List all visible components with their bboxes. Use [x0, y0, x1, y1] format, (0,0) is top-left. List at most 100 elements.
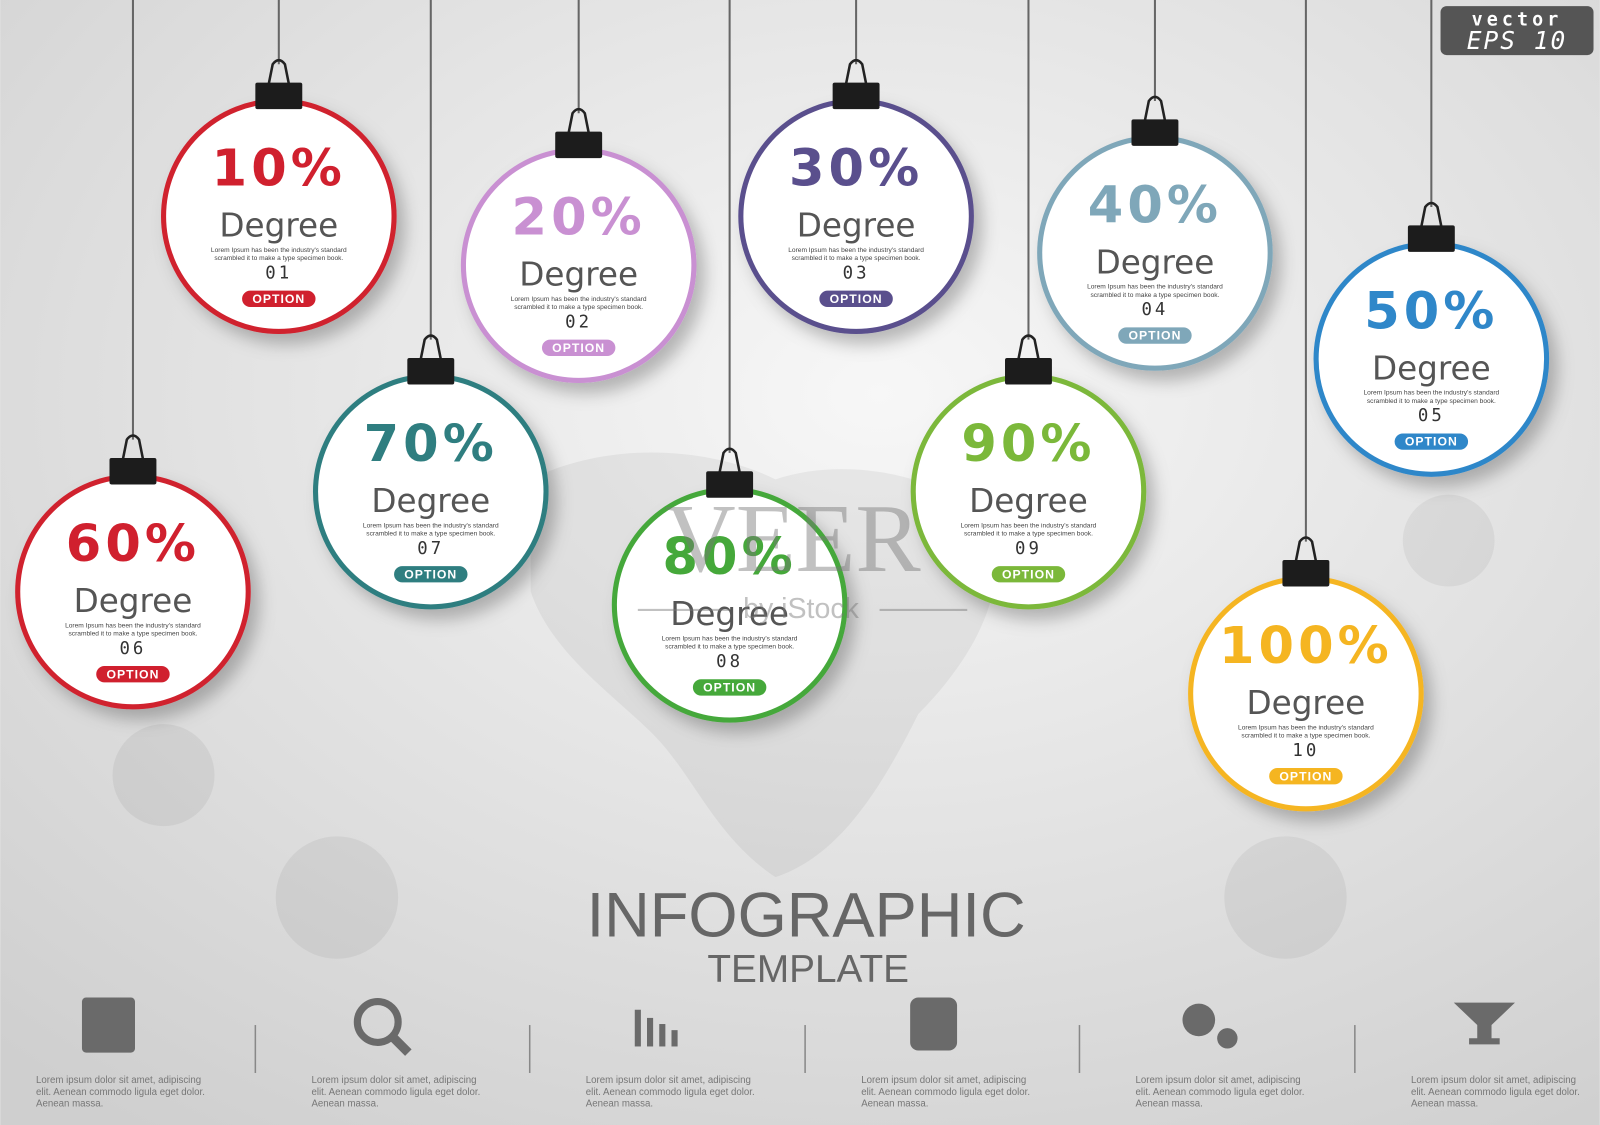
option-label: OPTION	[106, 667, 159, 681]
hanging-card: 60% Degree Lorem Ipsum has been the indust…	[15, 0, 251, 710]
clip-wire	[1294, 536, 1318, 563]
icon-settings	[910, 997, 958, 1051]
footer-text: Lorem ipsum dolor sit amet, adipiscing	[1136, 1075, 1301, 1086]
percent: 70%	[364, 415, 498, 474]
footer-text: elit. Aenean commodo ligula eget dolor.	[586, 1087, 755, 1098]
number: 07	[417, 539, 444, 559]
description: Lorem Ipsum has been the industry's stan…	[1363, 390, 1499, 397]
icon-trophy	[1453, 1002, 1515, 1045]
label: Degree	[74, 582, 193, 620]
footer-text: Lorem ipsum dolor sit amet, adipiscing	[311, 1075, 476, 1086]
watermark-by: by iStock	[743, 593, 860, 625]
title: INFOGRAPHIC	[587, 880, 1026, 950]
binder-clip	[255, 82, 303, 110]
description: scrambled it to make a type specimen boo…	[214, 255, 343, 262]
footer-text: elit. Aenean commodo ligula eget dolor.	[36, 1087, 205, 1098]
option-pill	[394, 566, 468, 583]
decor-circle	[1402, 494, 1495, 587]
percent: 10%	[212, 140, 346, 199]
label: Degree	[969, 482, 1088, 520]
option-pill	[1394, 433, 1469, 450]
label: Degree	[1372, 349, 1491, 387]
icon-search-handle	[388, 1033, 412, 1056]
icon-gear	[1182, 1003, 1216, 1037]
icon-user	[81, 997, 135, 1053]
watermark: VEER by iStock	[637, 485, 968, 625]
option-pill	[96, 666, 170, 683]
icon-bars	[647, 1017, 654, 1047]
version-badge: vector EPS 10	[1440, 6, 1594, 56]
option-label: OPTION	[1405, 435, 1458, 449]
option-pill	[692, 679, 767, 696]
footer-text: Aenean massa.	[1136, 1099, 1203, 1110]
clip-wire	[419, 334, 443, 361]
decor-circle	[1224, 836, 1347, 959]
binder-clip	[555, 131, 603, 159]
option-label: OPTION	[552, 341, 605, 355]
footer-text: Lorem ipsum dolor sit amet, adipiscing	[586, 1075, 751, 1086]
footer-icons	[81, 997, 1515, 1056]
footer-text: Lorem ipsum dolor sit amet, adipiscing	[1411, 1075, 1576, 1086]
description: Lorem Ipsum has been the industry's stan…	[1238, 724, 1374, 731]
description: scrambled it to make a type specimen boo…	[514, 304, 643, 311]
badge-bg	[1440, 6, 1594, 56]
binder-clip	[1282, 559, 1330, 587]
option-label: OPTION	[1128, 329, 1181, 343]
binder-clip	[109, 457, 157, 485]
binder-clip	[706, 471, 754, 498]
footer-text: Lorem ipsum dolor sit amet, adipiscing	[36, 1075, 201, 1086]
percent: 20%	[512, 189, 646, 248]
icon-bars	[659, 1024, 666, 1047]
clip-wire	[567, 107, 591, 134]
description: scrambled it to make a type specimen boo…	[366, 530, 495, 537]
footer-text: elit. Aenean commodo ligula eget dolor.	[1411, 1087, 1580, 1098]
footer-text: elit. Aenean commodo ligula eget dolor.	[311, 1087, 480, 1098]
description: Lorem Ipsum has been the industry's stan…	[65, 622, 201, 629]
footer-text: Aenean massa.	[586, 1099, 653, 1110]
option-label: OPTION	[830, 292, 883, 306]
option-pill	[541, 339, 616, 356]
hanging-card: 40% Degree Lorem Ipsum has been the indust…	[1037, 0, 1273, 371]
description: Lorem Ipsum has been the industry's stan…	[511, 296, 647, 303]
label: Degree	[797, 207, 916, 245]
option-pill	[1269, 768, 1343, 785]
badge-top: vector	[1472, 9, 1563, 30]
label: Degree	[519, 256, 638, 294]
hanging-card: 50% Degree Lorem Ipsum has been the indust…	[1313, 0, 1550, 477]
binder-clip	[407, 358, 455, 385]
hanging-card: 90% Degree Lorem Ipsum has been the indust…	[910, 0, 1147, 610]
percent: 60%	[66, 515, 200, 574]
hanging-card: 70% Degree Lorem Ipsum has been the indust…	[312, 0, 549, 610]
label: Degree	[1247, 684, 1366, 722]
percent: 90%	[961, 415, 1095, 474]
clip-wire	[1017, 334, 1040, 361]
clip-wire	[267, 58, 291, 85]
description: scrambled it to make a type specimen boo…	[665, 644, 794, 651]
number: 01	[265, 263, 292, 283]
hanging-card: 80% Degree Lorem Ipsum has been the indust…	[611, 0, 848, 723]
option-label: OPTION	[1002, 567, 1055, 581]
option-label: OPTION	[404, 567, 457, 581]
footer-text: elit. Aenean commodo ligula eget dolor.	[1136, 1087, 1305, 1098]
percent: 50%	[1364, 282, 1498, 341]
number: 06	[119, 639, 146, 659]
description: scrambled it to make a type specimen boo…	[1090, 292, 1219, 299]
icon-bars	[634, 1009, 641, 1047]
number: 02	[565, 312, 592, 332]
hanging-card: 10% Degree Lorem Ipsum has been the indust…	[161, 0, 397, 335]
decor-circle	[112, 724, 215, 827]
description: scrambled it to make a type specimen boo…	[1241, 732, 1370, 739]
items: 10% Degree Lorem Ipsum has been the indust…	[15, 0, 1550, 812]
option-label: OPTION	[252, 292, 305, 306]
description: scrambled it to make a type specimen boo…	[1367, 398, 1496, 405]
option-pill	[242, 290, 316, 308]
description: Lorem Ipsum has been the industry's stan…	[1087, 284, 1223, 291]
option-label: OPTION	[1279, 769, 1332, 783]
footer-text: elit. Aenean commodo ligula eget dolor.	[861, 1087, 1030, 1098]
clip-wire	[844, 58, 868, 85]
number: 08	[716, 652, 743, 672]
number: 04	[1141, 300, 1168, 320]
option-pill	[1118, 327, 1192, 344]
